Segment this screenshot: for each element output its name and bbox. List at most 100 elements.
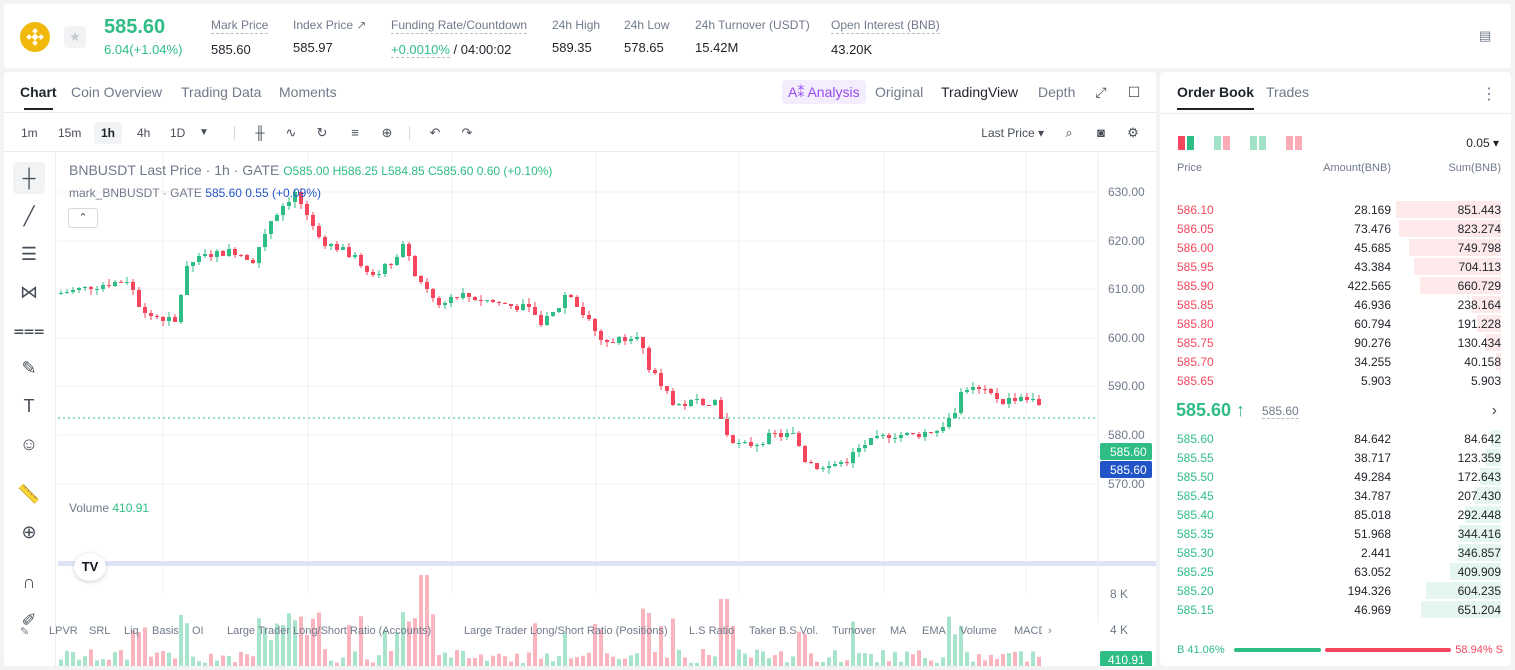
volume-bar	[137, 632, 141, 666]
brush-icon[interactable]: ✎	[21, 358, 37, 378]
timeframe-1d[interactable]: 1D	[170, 126, 186, 140]
ask-row[interactable]: 585.85 46.936 238.164	[1160, 295, 1511, 314]
ask-row[interactable]: 586.00 45.685 749.798	[1160, 238, 1511, 257]
candle-type-icon[interactable]: ╫	[255, 125, 265, 140]
emoji-icon[interactable]: ☺	[19, 434, 39, 454]
ask-row[interactable]: 585.65 5.903 5.903	[1160, 371, 1511, 390]
ask-row[interactable]: 585.95 43.384 704.113	[1160, 257, 1511, 276]
horizontal-lines-icon[interactable]: ☰	[20, 244, 38, 264]
ask-row[interactable]: 586.05 73.476 823.274	[1160, 219, 1511, 238]
collapse-legend-button[interactable]: ⌃	[68, 208, 98, 228]
fib-icon[interactable]: ⩶	[13, 320, 45, 340]
favorite-star-icon[interactable]: ★	[64, 26, 86, 48]
candle-body	[1001, 399, 1005, 404]
tab-trades[interactable]: Trades	[1266, 84, 1310, 100]
ask-row[interactable]: 586.10 28.169 851.443	[1160, 200, 1511, 219]
layout-bids-only-icon[interactable]	[1250, 136, 1266, 150]
bid-row[interactable]: 585.30 2.441 346.857	[1160, 543, 1511, 562]
indicator-volume[interactable]: Volume	[960, 625, 997, 637]
layout-bids-icon[interactable]	[1214, 136, 1230, 150]
volume-bar	[791, 656, 795, 666]
indicator-basis[interactable]: Basis	[152, 625, 179, 637]
pattern-icon[interactable]: ⋈	[20, 282, 38, 302]
chevron-right-icon[interactable]: ›	[1048, 625, 1052, 637]
candle-body	[785, 433, 789, 437]
indicator-lpvr[interactable]: LPVR	[49, 625, 78, 637]
ask-row[interactable]: 585.90 422.565 660.729	[1160, 276, 1511, 295]
bid-row[interactable]: 585.55 38.717 123.359	[1160, 448, 1511, 467]
indicator-oi[interactable]: OI	[192, 625, 204, 637]
bid-row[interactable]: 585.60 84.642 84.642	[1160, 429, 1511, 448]
redo-icon[interactable]: ↷	[461, 125, 473, 140]
bid-row[interactable]: 585.35 51.968 344.416	[1160, 524, 1511, 543]
pencil-icon[interactable]: ✎	[20, 626, 30, 638]
volume-bar	[623, 658, 627, 666]
tab-coin-overview[interactable]: Coin Overview	[71, 84, 163, 100]
templates-icon[interactable]: ≡	[351, 125, 359, 140]
precision-select[interactable]: 0.05 ▾	[1466, 136, 1499, 150]
gear-icon[interactable]: ⚙	[1127, 125, 1139, 140]
timeframe-dropdown-icon[interactable]: ▼	[199, 127, 209, 138]
tradingview-logo-icon[interactable]: TV	[74, 553, 106, 581]
indicator-ls-ratio[interactable]: L.S Ratio	[689, 625, 735, 637]
text-tool-icon[interactable]: T	[23, 396, 35, 416]
replay-icon[interactable]: ↻	[316, 125, 328, 140]
bid-row[interactable]: 585.25 63.052 409.909	[1160, 562, 1511, 581]
volume-bar	[539, 658, 543, 666]
tab-moments[interactable]: Moments	[279, 84, 337, 100]
bid-row[interactable]: 585.15 46.969 651.204	[1160, 600, 1511, 619]
pencil-lock-icon[interactable]: ✐	[21, 610, 37, 630]
undo-icon[interactable]: ↶	[429, 125, 441, 140]
indicators-icon[interactable]: ∿	[285, 125, 297, 140]
more-vertical-icon[interactable]: ⋮	[1481, 86, 1497, 103]
view-tradingview[interactable]: TradingView	[941, 84, 1019, 100]
zoom-in-icon[interactable]: ⊕	[21, 522, 37, 542]
chevron-right-icon[interactable]: ›	[1491, 402, 1497, 419]
timeframe-15m[interactable]: 15m	[58, 126, 82, 140]
stat-index-price[interactable]: Index Price ↗ 585.97	[293, 18, 367, 55]
crosshair-icon[interactable]: ┼	[13, 162, 45, 194]
price-axis-label: 630.00	[1108, 185, 1145, 199]
indicator-turnover[interactable]: Turnover	[832, 625, 876, 637]
ask-row[interactable]: 585.75 90.276 130.434	[1160, 333, 1511, 352]
timeframe-1m[interactable]: 1m	[21, 126, 38, 140]
ask-row[interactable]: 585.70 34.255 40.158	[1160, 352, 1511, 371]
indicator-srl[interactable]: SRL	[89, 625, 111, 637]
bid-row[interactable]: 585.40 85.018 292.448	[1160, 505, 1511, 524]
add-alert-icon[interactable]: ⊕	[381, 125, 393, 140]
view-depth[interactable]: Depth	[1038, 84, 1076, 100]
candlestick-chart[interactable]: 630.00 620.00 610.00 600.00 590.00 580.00 570.…	[58, 153, 1156, 666]
indicator-lt-positions[interactable]: Large Trader Long/Short Ratio (Positions…	[464, 625, 668, 637]
trend-line-icon[interactable]: ╱	[23, 206, 35, 226]
ruler-icon[interactable]: 📏	[17, 484, 41, 504]
window-icon[interactable]: ☐	[1127, 84, 1141, 100]
timeframe-4h[interactable]: 4h	[137, 126, 151, 140]
tab-order-book[interactable]: Order Book	[1177, 84, 1255, 110]
view-original[interactable]: Original	[875, 84, 924, 100]
layout-asks-only-icon[interactable]	[1286, 136, 1302, 150]
volume-bar	[869, 654, 873, 666]
timeframe-1h[interactable]: 1h	[94, 122, 123, 144]
camera-icon[interactable]: ◙	[1097, 125, 1105, 140]
bid-row[interactable]: 585.45 34.787 207.430	[1160, 486, 1511, 505]
ask-row[interactable]: 585.80 60.794 191.228	[1160, 314, 1511, 333]
ai-analysis-button[interactable]: A⁑ Analysis	[782, 80, 866, 104]
indicator-ema[interactable]: EMA	[922, 625, 946, 637]
bid-row[interactable]: 585.50 49.284 172.643	[1160, 467, 1511, 486]
indicator-taker-vol[interactable]: Taker B.S Vol.	[749, 625, 819, 637]
magnet-icon[interactable]: ∩	[22, 572, 36, 592]
price-type-select[interactable]: Last Price ▾	[981, 126, 1044, 140]
expand-icon[interactable]: ⤢	[1095, 84, 1107, 100]
volume-bar	[917, 650, 921, 666]
book-icon[interactable]: ▤	[1479, 28, 1492, 43]
indicator-liq[interactable]: Liq	[124, 625, 139, 637]
search-icon[interactable]: ⌕	[1065, 125, 1073, 140]
layout-both-icon[interactable]	[1178, 136, 1194, 150]
bid-row[interactable]: 585.20 194.326 604.235	[1160, 581, 1511, 600]
indicator-lt-accounts[interactable]: Large Trader Long/Short Ratio (Accounts)	[227, 625, 432, 637]
indicator-ma[interactable]: MA	[890, 625, 907, 637]
tab-chart[interactable]: Chart	[20, 84, 57, 110]
volume-bar	[809, 653, 813, 666]
tab-trading-data[interactable]: Trading Data	[181, 84, 262, 100]
indicator-macd[interactable]: MACD	[1014, 625, 1042, 637]
